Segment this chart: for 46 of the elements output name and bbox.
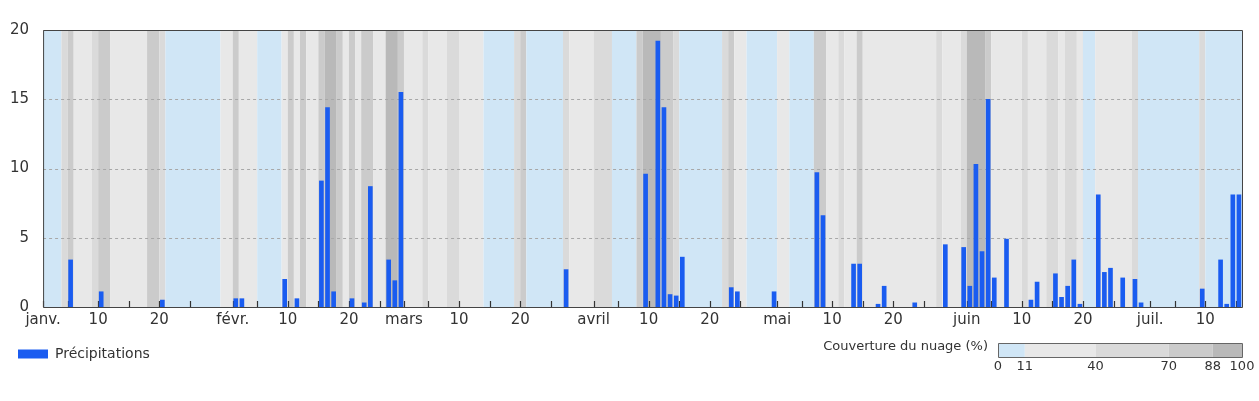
bar — [239, 298, 245, 307]
y-tick-label: 0 — [19, 296, 30, 315]
bar — [160, 299, 165, 307]
y-tick-label: 15 — [9, 89, 30, 108]
color-bar-label: 11 — [1016, 357, 1034, 373]
bar — [1120, 277, 1126, 307]
x-tick-label: févr. — [216, 309, 250, 328]
x-tick-label: 20 — [1073, 309, 1093, 328]
bar — [1004, 238, 1009, 307]
x-tick-label: mai — [763, 309, 792, 328]
bar — [1199, 288, 1205, 307]
bar — [294, 298, 300, 307]
color-bar-label: 40 — [1087, 357, 1104, 373]
bar — [68, 259, 73, 307]
x-tick-label: 20 — [883, 309, 903, 328]
legend-label: Précipitations — [55, 344, 150, 361]
x-tick-label: 10 — [1195, 309, 1215, 328]
x-tick-label: 20 — [149, 309, 169, 328]
color-bar-label: 100 — [1229, 357, 1255, 373]
color-bar-label: 0 — [993, 357, 1003, 373]
bar — [98, 291, 104, 307]
y-tick-label: 5 — [19, 227, 30, 246]
x-tick-label: 10 — [1012, 309, 1032, 328]
y-tick-label: 10 — [9, 158, 30, 177]
y-tick-label: 20 — [9, 19, 30, 38]
bar — [282, 278, 288, 307]
x-tick-label: 20 — [510, 309, 530, 328]
bar — [991, 277, 997, 307]
x-tick-label: 20 — [700, 309, 720, 328]
color-bar-title: Couverture du nuage (%) — [823, 338, 988, 354]
x-tick-label: 10 — [449, 309, 469, 328]
x-tick-label: avril — [577, 309, 610, 328]
x-tick-label: 20 — [339, 309, 359, 328]
color-bar-label: 70 — [1160, 357, 1178, 373]
x-tick-label: mars — [385, 309, 424, 328]
bar — [349, 298, 355, 307]
x-tick-label: juil. — [1135, 309, 1164, 328]
x-tick-label: 10 — [639, 309, 659, 328]
bar — [943, 244, 948, 307]
x-tick-label: 10 — [278, 309, 298, 328]
bar — [233, 298, 239, 307]
color-bar-label: 88 — [1204, 357, 1221, 373]
bar — [912, 302, 918, 307]
x-tick-label: 10 — [822, 309, 842, 328]
x-tick-label: 10 — [88, 309, 108, 328]
x-tick-label: juin — [952, 309, 981, 328]
